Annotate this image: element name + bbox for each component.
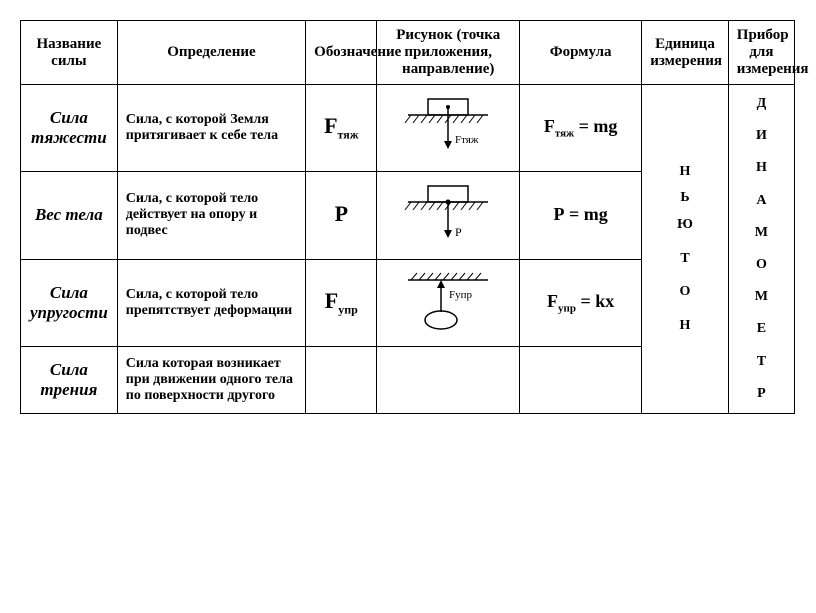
force-figure: P	[377, 172, 520, 259]
header-formula: Формула	[520, 21, 642, 85]
header-unit: Единица измерения	[642, 21, 729, 85]
force-formula: Fтяж = mg	[520, 85, 642, 172]
force-name: Сила упругости	[21, 259, 118, 346]
header-name: Название силы	[21, 21, 118, 85]
force-formula: P = mg	[520, 172, 642, 259]
table-row: Сила тяжести Сила, с которой Земля притя…	[21, 85, 795, 172]
svg-text:Fупр: Fупр	[449, 289, 473, 301]
symbol-main: F	[324, 113, 337, 138]
force-name: Сила тяжести	[21, 85, 118, 172]
svg-text:Fтяж: Fтяж	[455, 134, 479, 146]
gravity-diagram-icon: Fтяж	[393, 93, 503, 163]
formula-lhs: P	[553, 204, 564, 224]
force-symbol: P	[306, 172, 377, 259]
force-definition: Сила которая возникает при движении одно…	[117, 346, 305, 413]
formula-rhs: = mg	[564, 204, 607, 224]
formula-sub: тяж	[555, 128, 574, 140]
weight-diagram-icon: P	[393, 180, 503, 250]
force-symbol: Fтяж	[306, 85, 377, 172]
formula-lhs: F	[544, 116, 555, 136]
force-name: Вес тела	[21, 172, 118, 259]
formula-rhs: = mg	[574, 116, 617, 136]
header-device: Прибор для измерения	[728, 21, 794, 85]
table-header-row: Название силы Определение Обозначение Ри…	[21, 21, 795, 85]
forces-table: Название силы Определение Обозначение Ри…	[20, 20, 795, 414]
symbol-main: P	[335, 201, 348, 226]
header-definition: Определение	[117, 21, 305, 85]
formula-rhs: = kx	[576, 291, 614, 311]
force-figure: Fтяж	[377, 85, 520, 172]
unit-cell: НЬЮ Т О Н	[642, 85, 729, 414]
symbol-sub: тяж	[338, 128, 359, 142]
symbol-main: F	[325, 288, 338, 313]
force-symbol: Fупр	[306, 259, 377, 346]
svg-text:P: P	[455, 225, 462, 239]
force-formula	[520, 346, 642, 413]
force-definition: Сила, с которой тело препятствует деформ…	[117, 259, 305, 346]
force-definition: Сила, с которой тело действует на опору …	[117, 172, 305, 259]
symbol-sub: упр	[338, 302, 358, 316]
force-figure: Fупр	[377, 259, 520, 346]
device-cell: Д И Н А М О М Е Т Р	[728, 85, 794, 414]
formula-lhs: F	[547, 291, 558, 311]
header-symbol: Обозначение	[306, 21, 377, 85]
force-definition: Сила, с которой Земля притягивает к себе…	[117, 85, 305, 172]
force-name: Сила трения	[21, 346, 118, 413]
force-formula: Fупр = kx	[520, 259, 642, 346]
force-figure	[377, 346, 520, 413]
formula-sub: упр	[558, 303, 576, 315]
elastic-diagram-icon: Fупр	[393, 268, 503, 338]
force-symbol	[306, 346, 377, 413]
